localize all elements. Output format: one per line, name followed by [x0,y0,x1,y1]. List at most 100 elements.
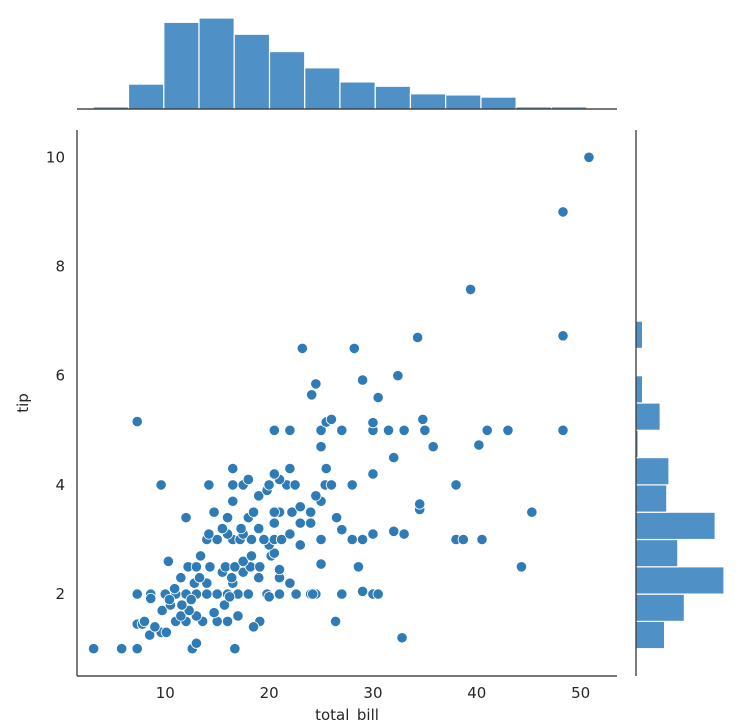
scatter-point [320,462,332,475]
scatter-point [221,512,234,524]
scatter-point [284,424,296,436]
scatter-point [457,533,469,546]
scatter-point [201,588,213,600]
scatter-point [242,588,254,600]
scatter-point [226,572,238,584]
scatter-point [356,374,369,386]
scatter-point [398,528,410,540]
scatter-point [346,533,358,546]
x-hist-bar [127,83,165,110]
scatter-point [557,330,569,342]
scatter-point [247,621,260,633]
scatter-point [306,389,318,401]
scatter-point [160,626,172,638]
scatter-point [242,473,254,486]
scatter-point [310,490,322,502]
scatter-point [221,615,234,628]
scatter-point [329,615,342,628]
scatter-point [229,643,241,655]
scatter-point [175,610,187,622]
scatter-point [268,468,280,480]
scatter-point [388,451,400,464]
scatter-point [229,561,241,573]
y-hist-bar [635,484,668,513]
scatter-point [352,561,365,573]
scatter-point [224,591,236,603]
scatter-point [211,588,223,600]
scatter-point [356,533,369,546]
scatter-point [315,441,327,453]
scatter-point [294,501,306,513]
scatter-point [290,588,302,600]
scatter-point [131,415,143,428]
scatter-point [396,632,408,644]
scatter-point [204,561,216,573]
scatter-point [175,572,187,584]
scatter-point [325,413,338,425]
scatter-point [268,547,280,559]
scatter-point [388,525,400,537]
scatter-point [245,533,258,546]
scatter-point [227,479,239,491]
scatter-point [296,342,308,354]
x-hist-bar [480,96,517,110]
y-tick-label: 4 [55,476,65,494]
scatter-point [208,607,220,619]
scatter-point [284,577,296,589]
scatter-point [284,528,296,540]
scatter-point [163,593,176,606]
y-hist-bar [635,538,679,568]
scatter-point [367,417,379,429]
scatter-point [237,555,249,567]
scatter-point [218,599,231,611]
scatter-point [284,462,296,475]
scatter-point [227,462,239,475]
scatter-point [414,498,426,510]
scatter-point [583,151,595,163]
scatter-point [336,524,348,536]
scatter-point [315,424,327,436]
scatter-point [310,378,322,390]
scatter-point [145,592,157,605]
y-hist-bar [635,375,644,404]
scatter-point [273,563,286,576]
y-tick-label: 10 [46,148,65,166]
y-tick-label: 2 [55,585,65,603]
scatter-point [268,506,280,518]
scatter-point [382,424,395,436]
scatter-point [203,528,215,540]
scatter-point [203,479,215,491]
scatter-point [273,588,286,600]
scatter-point [476,533,488,546]
scatter-point [254,561,266,573]
x-hist-bar [268,50,306,110]
scatter-point [419,424,431,436]
x-hist-bar [339,81,376,110]
scatter-point [193,572,206,584]
y-hist-bar [635,320,644,350]
scatter-point [331,512,343,524]
scatter-point [526,506,538,518]
x-axis-label: total_bill [315,706,379,722]
scatter-point [263,479,275,491]
scatter-point [305,517,317,529]
x-hist-bar [374,85,412,110]
scatter-point [473,439,485,451]
y-marginal-histogram [635,320,725,650]
scatter-point [307,588,319,600]
scatter-point [289,479,301,491]
scatter-point [502,424,514,436]
scatter-point [155,479,167,491]
scatter-point [116,643,128,655]
scatter-point [346,479,358,491]
scatter-point [131,643,143,655]
scatter-point [162,555,174,567]
y-hist-bar [635,402,661,431]
y-tick-label: 8 [55,258,65,276]
scatter-point [336,588,348,600]
scatter-point [247,506,260,518]
scatter-point [138,615,151,628]
y-hist-bar [635,566,725,595]
